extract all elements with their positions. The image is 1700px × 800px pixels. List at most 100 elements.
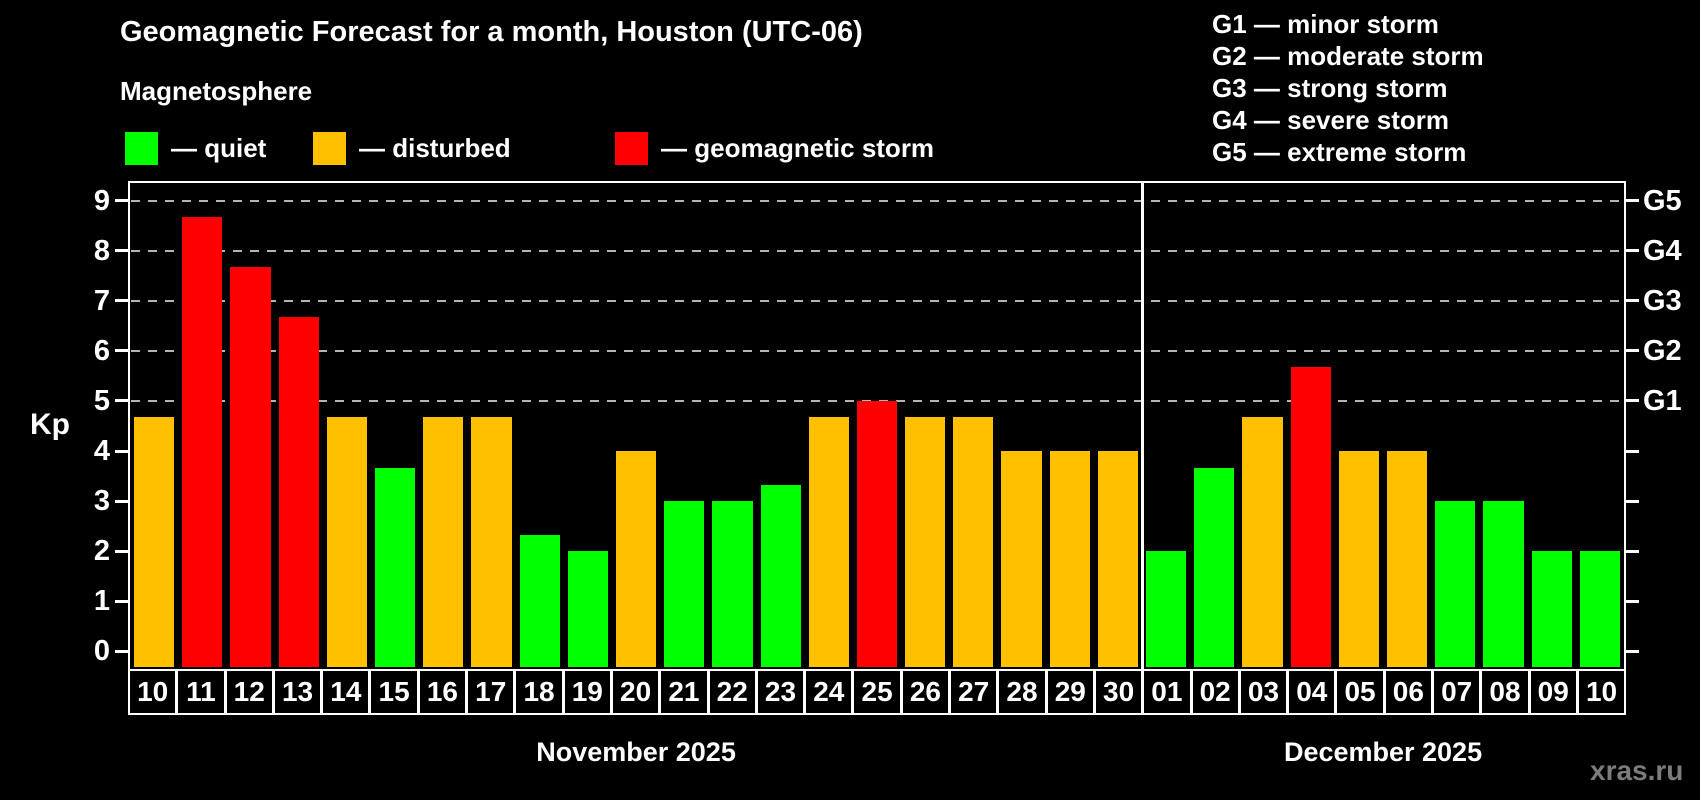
y-axis-tick-label-0: 0 bbox=[93, 635, 110, 668]
kp-bar-november-24 bbox=[808, 417, 849, 667]
kp-bar-november-16 bbox=[423, 417, 464, 667]
y-axis-tick-label-1: 1 bbox=[93, 585, 110, 618]
right-axis-label-g3: G3 bbox=[1643, 284, 1682, 317]
day-label-november-29: 29 bbox=[1044, 671, 1093, 713]
left-tick-9 bbox=[115, 199, 128, 203]
kp-bar-november-19 bbox=[567, 551, 608, 667]
left-tick-1 bbox=[115, 599, 128, 603]
kp-bar-december-05 bbox=[1338, 451, 1380, 667]
kp-bar-november-28 bbox=[1001, 451, 1042, 667]
right-tick-7 bbox=[1626, 299, 1639, 303]
left-tick-3 bbox=[115, 499, 128, 503]
month-caption-december: December 2025 bbox=[1283, 737, 1483, 767]
legend-label-storm: — geomagnetic storm bbox=[661, 133, 935, 163]
y-axis-tick-label-6: 6 bbox=[93, 334, 110, 367]
storm-scale-row-g1: G1 — minor storm bbox=[1212, 9, 1439, 39]
left-tick-4 bbox=[115, 449, 128, 453]
kp-bar-november-12 bbox=[230, 267, 271, 667]
kp-bar-november-22 bbox=[712, 501, 753, 667]
left-tick-0 bbox=[115, 649, 128, 653]
legend-item-quiet: — quiet bbox=[125, 131, 266, 165]
chart-title: Geomagnetic Forecast for a month, Housto… bbox=[120, 16, 863, 48]
kp-bar-november-20 bbox=[615, 451, 657, 667]
storm-scale-row-g5: G5 — extreme storm bbox=[1212, 137, 1467, 167]
storm-color-swatch bbox=[615, 131, 648, 165]
kp-bar-november-23 bbox=[760, 484, 801, 667]
right-tick-3 bbox=[1626, 499, 1639, 503]
day-label-november-23: 23 bbox=[754, 671, 803, 713]
kp-bar-november-27 bbox=[953, 417, 994, 667]
legend-item-storm: — geomagnetic storm bbox=[615, 131, 934, 165]
legend-label-disturbed: — disturbed bbox=[359, 133, 511, 163]
left-tick-8 bbox=[115, 249, 128, 253]
plot-border bbox=[128, 181, 1626, 671]
right-axis-label-g1: G1 bbox=[1643, 384, 1682, 417]
day-label-november-15: 15 bbox=[368, 671, 416, 713]
storm-scale-row-g2: G2 — moderate storm bbox=[1212, 41, 1484, 71]
day-label-november-11: 11 bbox=[175, 671, 223, 713]
y-axis-tick-label-3: 3 bbox=[93, 485, 110, 518]
kp-bar-november-15 bbox=[374, 467, 416, 667]
right-tick-6 bbox=[1626, 349, 1639, 353]
day-label-december-07: 07 bbox=[1431, 671, 1479, 713]
quiet-color-swatch bbox=[125, 131, 158, 165]
kp-bar-december-02 bbox=[1194, 467, 1235, 667]
y-axis-tick-label-2: 2 bbox=[93, 535, 110, 568]
day-label-november-25: 25 bbox=[851, 671, 899, 713]
right-tick-0 bbox=[1626, 649, 1639, 653]
kp-bar-november-10 bbox=[134, 417, 175, 667]
right-axis-label-g4: G4 bbox=[1643, 234, 1682, 267]
gridline-kp-8 bbox=[131, 249, 1623, 252]
day-label-november-17: 17 bbox=[465, 671, 513, 713]
right-tick-1 bbox=[1626, 599, 1639, 603]
kp-bar-december-04 bbox=[1290, 367, 1331, 667]
day-label-december-10: 10 bbox=[1575, 671, 1624, 713]
kp-bar-november-26 bbox=[905, 417, 946, 667]
day-label-november-28: 28 bbox=[996, 671, 1044, 713]
kp-bar-december-08 bbox=[1483, 501, 1524, 667]
day-label-december-09: 09 bbox=[1527, 671, 1576, 713]
gridline-kp-6 bbox=[131, 349, 1623, 352]
y-axis-tick-label-7: 7 bbox=[93, 284, 110, 317]
day-label-november-27: 27 bbox=[948, 671, 996, 713]
left-tick-5 bbox=[115, 399, 128, 403]
right-axis-label-g2: G2 bbox=[1643, 334, 1682, 367]
kp-bar-december-03 bbox=[1242, 417, 1283, 667]
kp-bar-december-07 bbox=[1435, 501, 1476, 667]
right-tick-4 bbox=[1626, 449, 1639, 453]
kp-bar-november-17 bbox=[471, 417, 512, 667]
kp-bar-november-29 bbox=[1049, 451, 1090, 667]
right-axis-label-g5: G5 bbox=[1643, 184, 1682, 217]
storm-scale-row-g4: G4 — severe storm bbox=[1212, 105, 1450, 135]
kp-bar-november-13 bbox=[278, 317, 319, 667]
kp-status-legend: — quiet — disturbed — geomagnetic storm bbox=[0, 0, 1700, 175]
month-caption-november: November 2025 bbox=[536, 737, 736, 767]
kp-bar-november-30 bbox=[1097, 451, 1139, 667]
kp-bar-november-14 bbox=[326, 417, 367, 667]
day-label-november-21: 21 bbox=[658, 671, 706, 713]
y-axis-tick-label-8: 8 bbox=[93, 234, 110, 267]
day-label-december-08: 08 bbox=[1479, 671, 1527, 713]
day-label-november-22: 22 bbox=[706, 671, 755, 713]
gridline-kp-7 bbox=[131, 299, 1623, 302]
y-axis-tick-label-9: 9 bbox=[93, 184, 110, 217]
gridline-kp-9 bbox=[131, 199, 1623, 202]
kp-bar-november-25 bbox=[856, 400, 898, 667]
left-tick-7 bbox=[115, 299, 128, 303]
day-label-november-12: 12 bbox=[223, 671, 272, 713]
day-label-november-19: 19 bbox=[561, 671, 610, 713]
kp-bar-december-06 bbox=[1387, 451, 1428, 667]
day-label-december-04: 04 bbox=[1286, 671, 1334, 713]
chart-subtitle: Magnetosphere bbox=[120, 76, 313, 106]
storm-scale-legend: G1 — minor storm G2 — moderate storm G3 — … bbox=[1212, 8, 1484, 168]
day-label-december-03: 03 bbox=[1237, 671, 1286, 713]
kp-bar-november-18 bbox=[519, 534, 560, 667]
day-label-december-02: 02 bbox=[1189, 671, 1238, 713]
y-axis-tick-label-5: 5 bbox=[93, 384, 110, 417]
right-tick-5 bbox=[1626, 399, 1639, 403]
legend-item-disturbed: — disturbed bbox=[313, 131, 511, 165]
day-label-november-10: 10 bbox=[137, 676, 169, 707]
kp-bar-december-10 bbox=[1579, 551, 1620, 667]
kp-bar-november-11 bbox=[182, 217, 223, 667]
